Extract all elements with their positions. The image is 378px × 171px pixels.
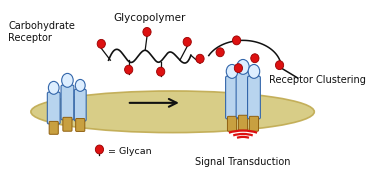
Circle shape bbox=[125, 65, 133, 74]
Text: Signal Transduction: Signal Transduction bbox=[195, 157, 291, 167]
Ellipse shape bbox=[75, 80, 85, 91]
FancyBboxPatch shape bbox=[248, 76, 260, 119]
FancyBboxPatch shape bbox=[226, 76, 239, 119]
FancyArrowPatch shape bbox=[130, 99, 177, 107]
FancyBboxPatch shape bbox=[49, 121, 58, 134]
FancyBboxPatch shape bbox=[63, 117, 72, 131]
Ellipse shape bbox=[226, 64, 238, 78]
FancyBboxPatch shape bbox=[61, 85, 74, 120]
Text: Glycopolymer: Glycopolymer bbox=[113, 13, 186, 23]
Circle shape bbox=[183, 37, 191, 46]
FancyBboxPatch shape bbox=[76, 119, 85, 131]
Circle shape bbox=[95, 145, 104, 154]
Circle shape bbox=[232, 36, 241, 45]
Circle shape bbox=[156, 67, 165, 76]
Circle shape bbox=[276, 61, 284, 70]
Circle shape bbox=[97, 39, 105, 48]
Text: = Glycan: = Glycan bbox=[108, 147, 151, 156]
FancyBboxPatch shape bbox=[74, 89, 86, 121]
Text: Receptor Clustering: Receptor Clustering bbox=[269, 75, 366, 85]
FancyBboxPatch shape bbox=[249, 116, 259, 131]
FancyBboxPatch shape bbox=[239, 115, 248, 130]
Circle shape bbox=[234, 64, 243, 73]
FancyBboxPatch shape bbox=[236, 72, 250, 118]
Ellipse shape bbox=[31, 91, 314, 133]
Circle shape bbox=[196, 54, 204, 63]
Circle shape bbox=[216, 48, 224, 57]
Circle shape bbox=[251, 54, 259, 63]
Ellipse shape bbox=[48, 81, 59, 94]
Text: Carbohydrate
Receptor: Carbohydrate Receptor bbox=[8, 21, 75, 43]
FancyBboxPatch shape bbox=[47, 92, 60, 124]
Ellipse shape bbox=[62, 73, 73, 87]
FancyBboxPatch shape bbox=[228, 116, 237, 131]
Ellipse shape bbox=[237, 60, 249, 74]
Ellipse shape bbox=[248, 64, 260, 78]
Circle shape bbox=[143, 28, 151, 36]
